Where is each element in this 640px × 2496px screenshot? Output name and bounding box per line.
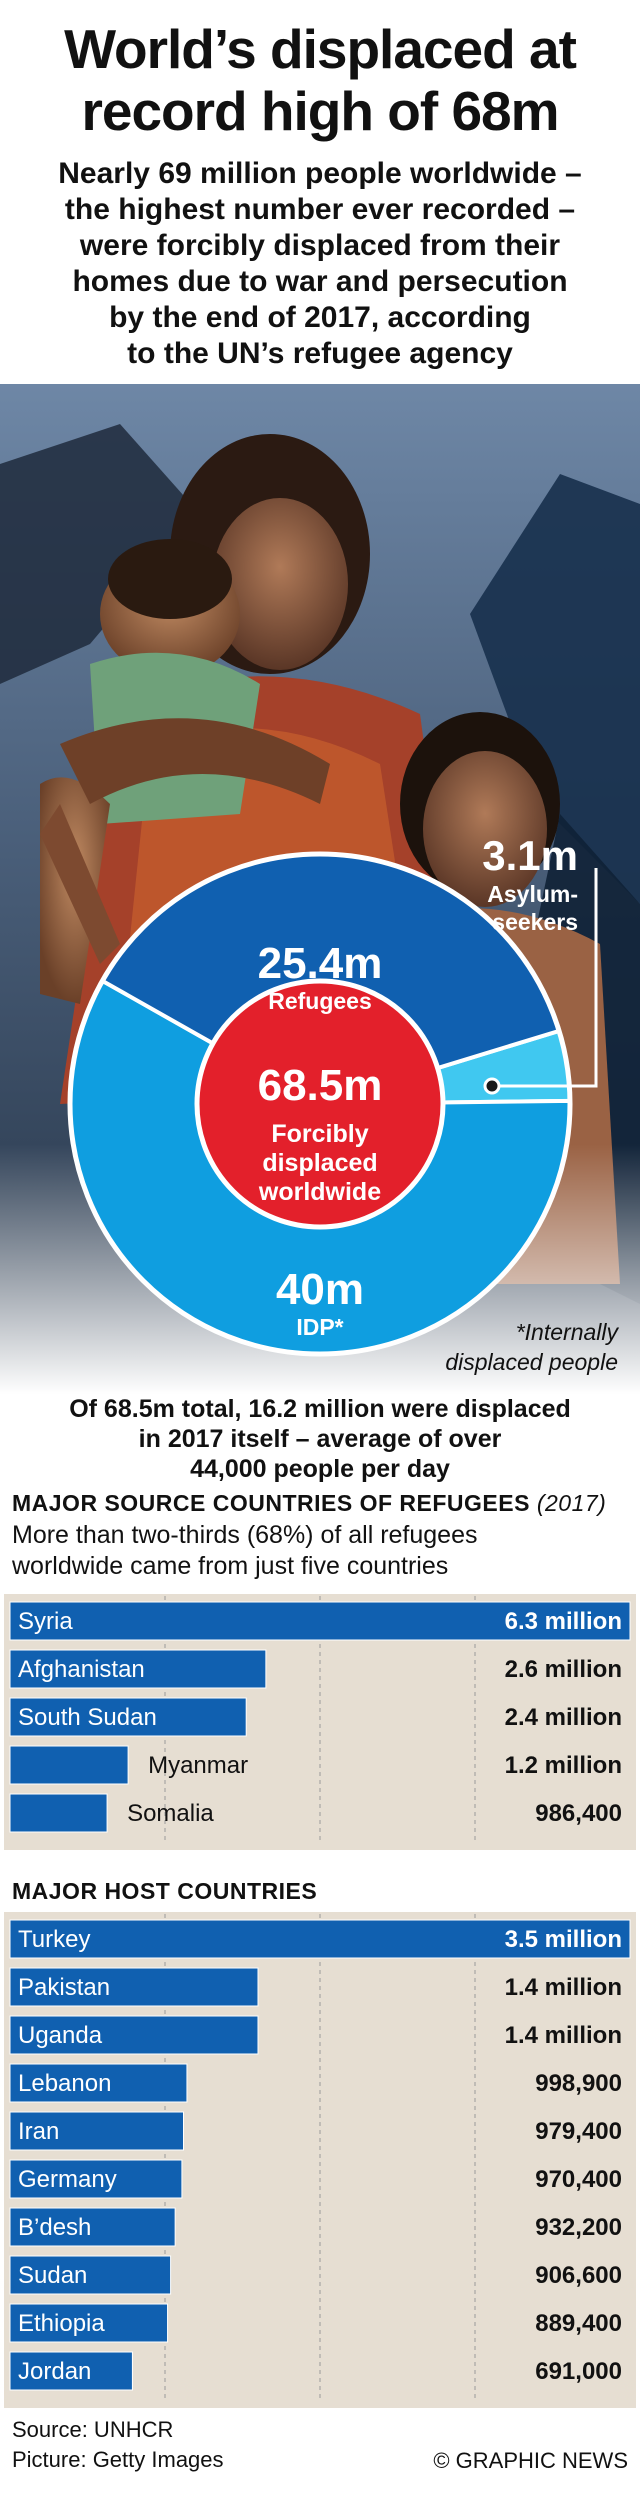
category-label: Jordan [18,2358,91,2385]
center-label-line: Forcibly [271,1120,368,1148]
host-section-title: MAJOR HOST COUNTRIES [12,1878,317,1905]
category-label: Iran [18,2118,59,2145]
center-value: 68.5m [258,1061,383,1110]
bar-pakistan [9,1967,259,2007]
bar-afghanistan [9,1649,267,1689]
source-title-year: (2017) [536,1490,607,1516]
subtitle-line: Nearly 69 million people worldwide – [58,157,582,190]
asylum-label-line: seekers [492,909,578,935]
subtitle-line: homes due to war and persecution [72,265,568,298]
bar-ethiopia [9,2303,169,2343]
category-label: Afghanistan [18,1656,145,1683]
source-title-text: MAJOR SOURCE COUNTRIES OF REFUGEES [12,1490,530,1516]
bar-jordan [9,2351,133,2391]
footer-credit: © GRAPHIC NEWS [433,2448,628,2473]
bar-uganda [9,2015,259,2055]
bar-b-desh [9,2207,176,2247]
value-label: 970,400 [535,2166,622,2193]
value-label: 979,400 [535,2118,622,2145]
bar-iran [9,2111,184,2151]
footer-source: Source: UNHCR [12,2417,174,2442]
title-line-2: record high of 68m [81,80,559,142]
category-label: South Sudan [18,1704,157,1731]
refugees-label: Refugees [268,988,372,1014]
value-label: 1.4 million [505,2022,622,2049]
subtitle: Nearly 69 million people worldwide – the… [20,156,620,372]
category-label: Uganda [18,2022,103,2049]
source-subtitle-line: More than two-thirds (68%) of all refuge… [12,1521,478,1549]
category-label: Germany [18,2166,117,2193]
value-label: 998,900 [535,2070,622,2097]
subtitle-line: by the end of 2017, according [109,301,531,334]
asylum-callout-dot [483,1077,501,1095]
value-label: 3.5 million [505,1926,622,1953]
value-label: 2.6 million [505,1656,622,1683]
donut-outline [67,851,573,1357]
category-label: Turkey [18,1926,90,1953]
value-label: 906,600 [535,2262,622,2289]
category-label: Pakistan [18,1974,110,2001]
idp-value: 40m [276,1265,364,1314]
center-label-line: displaced [262,1149,377,1177]
total-note-line: in 2017 itself – average of over [138,1425,502,1453]
category-label: Sudan [18,2262,87,2289]
value-label: 1.2 million [505,1752,622,1779]
value-label: 986,400 [535,1800,622,1827]
value-label: 1.4 million [505,1974,622,2001]
subtitle-line: to the UN’s refugee agency [127,337,513,370]
idp-footnote-line: *Internally [516,1319,620,1345]
footer-picture: Picture: Getty Images [12,2447,224,2472]
total-note: Of 68.5m total, 16.2 million were displa… [20,1394,620,1484]
asylum-label-line: Asylum- [487,881,578,907]
subtitle-line: were forcibly displaced from their [79,229,561,262]
asylum-value: 3.1m [482,832,578,879]
title-line-1: World’s displaced at [64,18,577,80]
bar-lebanon [9,2063,188,2103]
category-label: Myanmar [148,1752,248,1779]
center-label-line: worldwide [258,1178,381,1206]
value-label: 932,200 [535,2214,622,2241]
total-note-line: Of 68.5m total, 16.2 million were displa… [69,1395,571,1423]
source-section-title: MAJOR SOURCE COUNTRIES OF REFUGEES (2017… [12,1490,606,1517]
value-label: 889,400 [535,2310,622,2337]
bar-myanmar [9,1745,129,1785]
bar-turkey [9,1919,631,1959]
subtitle-line: the highest number ever recorded – [64,193,576,226]
total-note-line: 44,000 people per day [190,1455,450,1483]
bar-somalia [9,1793,108,1833]
value-label: 6.3 million [505,1608,622,1635]
idp-footnote-line: displaced people [445,1349,618,1375]
value-label: 691,000 [535,2358,622,2385]
displacement-donut: 68.5m Forcibly displaced worldwide 25.4m… [0,384,640,1394]
bar-syria [9,1601,631,1641]
category-label: B’desh [18,2214,91,2241]
bar-sudan [9,2255,172,2295]
refugees-value: 25.4m [258,939,383,988]
value-label: 2.4 million [505,1704,622,1731]
category-label: Lebanon [18,2070,111,2097]
donut-center [194,978,446,1230]
host-countries-chart: Turkey 3.5 million Pakistan 1.4 million Ugan… [4,1912,636,2408]
source-section-subtitle: More than two-thirds (68%) of all refuge… [12,1520,632,1582]
bar-germany [9,2159,183,2199]
category-label: Ethiopia [18,2310,105,2337]
source-countries-chart: Syria 6.3 million Afghanistan 2.6 million So… [4,1594,636,1850]
category-label: Syria [18,1608,73,1635]
asylum-callout-line [492,868,598,1088]
host-title-text: MAJOR HOST COUNTRIES [12,1878,318,1904]
category-label: Somalia [127,1800,214,1827]
source-subtitle-line: worldwide came from just five countries [12,1552,449,1580]
page-title: World’s displaced at record high of 68m [0,18,640,142]
bar-south-sudan [9,1697,247,1737]
idp-label: IDP* [296,1314,343,1340]
